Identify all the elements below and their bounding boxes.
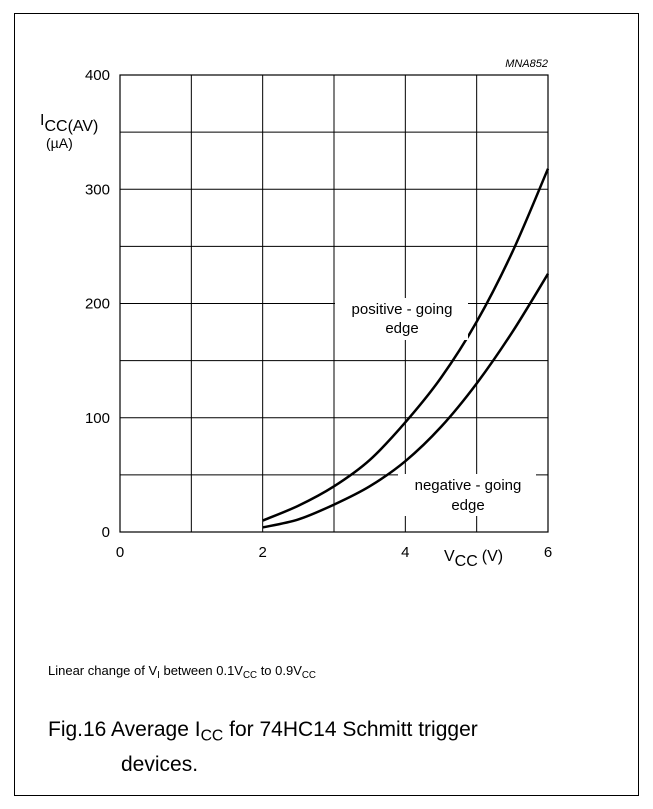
y-tick-label: 100 [85,410,110,427]
caption-line2: devices. [121,752,199,776]
y-tick-label: 0 [102,524,110,541]
figure-caption: Fig.16 Average ICC for 74HC14 Schmitt tr… [48,716,478,779]
y-axis-unit: (µA) [46,135,73,151]
x-axis-label-sub: CC [455,553,478,570]
note-sub-i: I [157,669,160,681]
y-axis-label-sub: CC(AV) [44,118,98,135]
x-tick-label: 6 [544,544,552,561]
negative-label-bg [398,474,536,516]
chart: 0 100 200 300 400 0 2 4 6 MNA852 ICC(AV) (µA) V… [40,58,552,570]
series-group [262,168,550,529]
caption-rest: for 74HC14 Schmitt trigger [223,718,478,741]
figure-frame [14,13,639,796]
y-axis-label-main: I [40,112,44,129]
x-tick-label: 0 [116,544,124,561]
note-sub-cc1: CC [242,669,258,681]
series-label-positive-line2: edge [385,320,418,337]
y-tick-label: 200 [85,296,110,313]
series-line-positive-going [262,168,550,522]
x-tick-label: 4 [401,544,409,561]
series-label-negative-line2: edge [451,497,484,514]
y-tick-labels: 0 100 200 300 400 [85,67,110,541]
caption-sub: CC [200,727,224,745]
note-prefix: Linear change of V [48,663,158,678]
y-tick-label: 300 [85,181,110,198]
grid [120,75,548,532]
x-tick-label: 2 [258,544,266,561]
measurement-note: Linear change of VI between 0.1VCC to 0.… [48,663,316,681]
y-axis-label: ICC(AV) [40,112,98,135]
plot-border [119,74,549,533]
series-line-negative-going [262,273,550,529]
note-mid: between 0.1V [159,663,243,678]
x-axis-label-unit: (V) [482,548,503,565]
x-axis-label: VCC (V) [444,548,503,570]
figure-code: MNA852 [505,58,548,70]
x-axis-label-main: V [444,548,455,565]
series-label-positive-line1: positive - going [352,301,453,318]
series-label-negative-line1: negative - going [415,477,522,494]
positive-label-bg [335,298,468,340]
note-mid2: to 0.9V [257,663,302,678]
caption-fig: Fig.16 Average I [48,718,201,741]
y-tick-label: 400 [85,67,110,84]
note-sub-cc2: CC [301,669,316,681]
x-tick-labels: 0 2 4 6 [116,544,552,561]
